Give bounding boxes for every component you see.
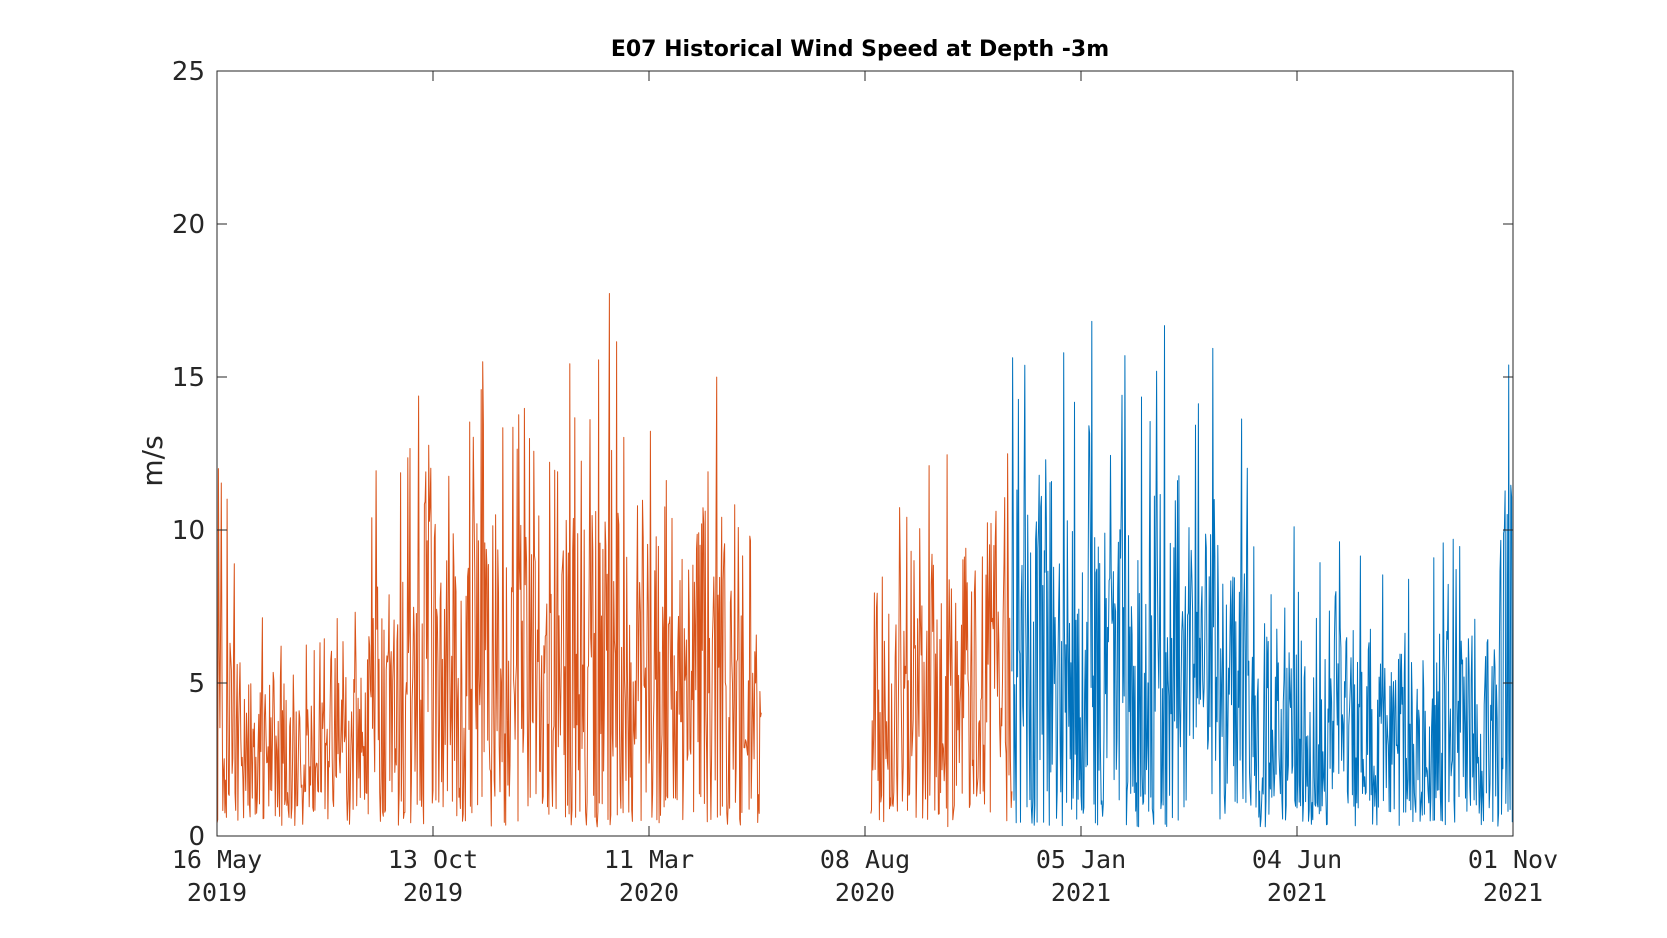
x-tick-label-line2: 2021 [1267,878,1327,907]
y-tick-labels: 0 5 10 15 20 25 [172,57,205,852]
y-tick-label: 0 [188,822,205,852]
x-tick-label-line2: 2021 [1483,878,1543,907]
series-2-segment-1-line [1011,320,1514,828]
series-1-segment-2-line [870,453,1013,828]
y-tick-label: 5 [188,669,205,699]
x-tick-label-line2: 2020 [835,878,895,907]
x-tick-label-line2: 2021 [1051,878,1111,907]
x-tick-label-line1: 05 Jan [1036,845,1126,874]
y-tick-label: 25 [172,57,205,87]
y-tick-label: 10 [172,516,205,546]
plot-area [216,70,1514,837]
y-tick-label: 15 [172,363,205,393]
y-axis-label: m/s [136,435,169,486]
chart-title: E07 Historical Wind Speed at Depth -3m [611,37,1109,62]
ticks-layer [216,70,1514,837]
x-tick-label-line2: 2019 [403,878,463,907]
x-tick-label-line2: 2020 [619,878,679,907]
series-layer [216,293,1514,828]
x-tick-labels: 16 May 2019 13 Oct 2019 11 Mar 2020 08 Aug 2020… [172,845,1558,907]
x-tick-label-line1: 04 Jun [1252,845,1342,874]
x-tick-label-line1: 08 Aug [820,845,910,874]
x-tick-label-line2: 2019 [187,878,247,907]
series-1-segment-1-line [216,293,762,828]
x-tick-label-line1: 01 Nov [1468,845,1558,874]
x-tick-label-line1: 11 Mar [604,845,694,874]
y-tick-label: 20 [172,210,205,240]
x-tick-label-line1: 13 Oct [388,845,478,874]
plot-frame [216,70,1514,837]
x-tick-label-line1: 16 May [172,845,262,874]
